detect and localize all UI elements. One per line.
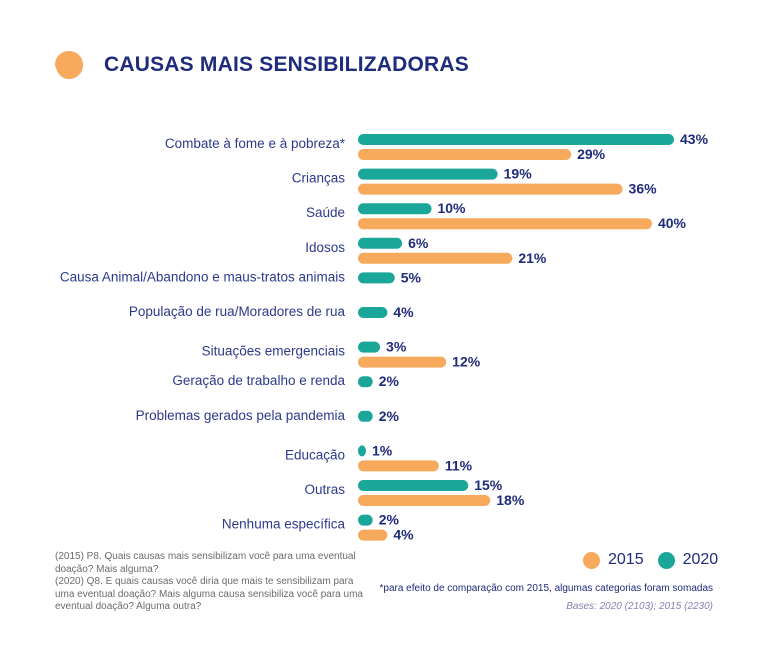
- legend-label-2020: 2020: [682, 551, 719, 568]
- value-label-2020: 10%: [437, 200, 466, 216]
- bar-2020: [358, 307, 388, 318]
- bar-2020: [358, 376, 373, 388]
- bar-2020: [358, 410, 373, 422]
- legend-swatch-2020: [657, 551, 675, 569]
- drop-icon: [55, 51, 83, 79]
- value-label-2020: 19%: [504, 166, 533, 182]
- bar-2015: [358, 218, 652, 230]
- footnote-2015: (2015) P8. Quais causas mais sensibiliza…: [55, 551, 356, 575]
- bar-2020: [358, 168, 498, 180]
- value-label-2015: 4%: [393, 527, 414, 543]
- value-label-2020: 15%: [474, 477, 503, 493]
- category-label: Outras: [304, 482, 345, 497]
- bar-2015: [358, 529, 388, 541]
- value-label-2015: 40%: [658, 215, 687, 231]
- category-label: Nenhuma específica: [222, 517, 346, 532]
- value-label-2020: 1%: [372, 442, 393, 458]
- bar-2020: [358, 237, 403, 249]
- value-label-2020: 5%: [401, 269, 422, 285]
- title-block: CAUSAS MAIS SENSIBILIZADORAS: [52, 47, 469, 83]
- legend-label-2015: 2015: [608, 551, 644, 568]
- bar-2020: [358, 272, 395, 284]
- category-label: Causa Animal/Abandono e maus-tratos anim…: [60, 269, 345, 284]
- bar-2020: [358, 480, 469, 491]
- legend-item-2015: 2015: [583, 551, 644, 569]
- category-label: Educação: [285, 447, 345, 462]
- value-label-2015: 29%: [577, 146, 606, 162]
- comparison-note: *para efeito de comparação com 2015, alg…: [379, 583, 713, 594]
- value-label-2015: 11%: [445, 457, 473, 473]
- category-label: Saúde: [306, 205, 345, 220]
- category-label: Geração de trabalho e renda: [172, 373, 345, 388]
- value-label-2020: 43%: [680, 131, 709, 147]
- category-label: Combate à fome e à pobreza*: [165, 136, 346, 151]
- value-label-2020: 2%: [379, 512, 400, 528]
- bar-2020: [358, 514, 373, 526]
- value-label-2015: 18%: [496, 492, 525, 508]
- value-label-2015: 12%: [452, 354, 481, 370]
- bases-note: Bases: 2020 (2103); 2015 (2230): [566, 601, 713, 612]
- bar-2015: [358, 356, 447, 368]
- category-label: Problemas gerados pela pandemia: [136, 408, 346, 423]
- chart-title: CAUSAS MAIS SENSIBILIZADORAS: [104, 53, 469, 76]
- question-footnotes: (2015) P8. Quais causas mais sensibiliza…: [55, 551, 375, 614]
- bar-2020: [358, 203, 432, 215]
- category-label: Crianças: [292, 171, 346, 186]
- legend: 2015 2020: [583, 551, 732, 569]
- value-label-2020: 3%: [386, 339, 407, 355]
- bar-2020: [358, 341, 381, 353]
- value-label-2020: 4%: [393, 304, 414, 320]
- category-label: Idosos: [305, 240, 345, 255]
- legend-item-2020: 2020: [657, 551, 719, 569]
- bar-2015: [358, 149, 572, 160]
- value-label-2020: 2%: [379, 408, 400, 424]
- bar-2015: [358, 183, 623, 195]
- value-label-2015: 21%: [518, 250, 547, 266]
- category-label: População de rua/Moradores de rua: [129, 304, 346, 319]
- bar-2020: [358, 445, 366, 457]
- value-label-2020: 6%: [408, 235, 429, 251]
- legend-swatch-2015: [583, 551, 600, 569]
- category-label: Situações emergenciais: [202, 344, 346, 359]
- value-label-2015: 36%: [629, 181, 658, 197]
- bar-2015: [358, 460, 439, 472]
- value-label-2020: 2%: [379, 373, 400, 389]
- bar-2015: [358, 252, 513, 264]
- footnote-2020: (2020) Q8. E quais causas você diria que…: [55, 576, 363, 612]
- bar-2020: [358, 134, 674, 145]
- bar-2015: [358, 495, 491, 506]
